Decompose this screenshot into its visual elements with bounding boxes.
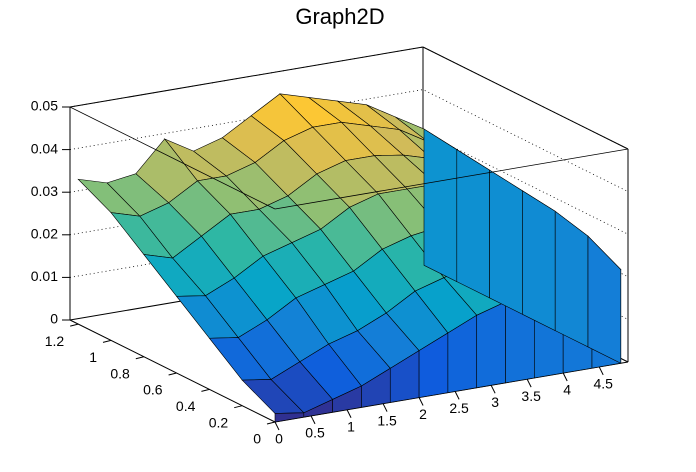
y-tick xyxy=(168,372,177,376)
x-tick-label: 4 xyxy=(563,382,571,398)
box-edge xyxy=(69,106,276,210)
z-tick-label: 0.05 xyxy=(31,98,58,114)
y-tick xyxy=(70,323,79,327)
y-tick-label: 0.8 xyxy=(110,365,130,381)
y-tick-label: 1.2 xyxy=(45,333,65,349)
z-tick-label: 0 xyxy=(50,311,58,327)
x-tick-label: 4.5 xyxy=(593,376,613,392)
x-tick xyxy=(490,385,496,394)
x-tick xyxy=(418,397,424,406)
side-wall xyxy=(554,210,589,348)
y-axis xyxy=(69,319,276,423)
y-tick-label: 0 xyxy=(253,431,261,447)
x-tick xyxy=(598,366,604,376)
side-wall xyxy=(476,301,506,389)
y-tick-label: 0.6 xyxy=(143,382,163,398)
side-wall xyxy=(489,169,523,315)
x-tick-label: 0 xyxy=(275,431,283,447)
x-tick-label: 0.5 xyxy=(305,425,325,441)
y-tick-label: 1 xyxy=(89,349,97,365)
y-tick xyxy=(135,356,144,360)
y-tick xyxy=(266,421,276,425)
side-wall xyxy=(423,128,458,283)
side-wall xyxy=(456,149,490,299)
chart-title: Graph2D xyxy=(295,4,384,29)
x-tick xyxy=(454,391,460,400)
x-tick-label: 2 xyxy=(419,406,427,422)
y-tick-label: 0.4 xyxy=(176,398,196,414)
y-tick xyxy=(234,405,243,409)
box-edge xyxy=(274,148,629,210)
x-tick-label: 1.5 xyxy=(377,412,397,428)
z-tick-label: 0.02 xyxy=(31,226,58,242)
z-tick-label: 0.03 xyxy=(31,183,58,199)
y-tick-label: 0.2 xyxy=(209,414,229,430)
x-tick xyxy=(274,421,280,431)
y-tick xyxy=(201,388,210,392)
x-tick-label: 3 xyxy=(491,394,499,410)
x-tick xyxy=(382,403,388,412)
box-edge xyxy=(69,46,424,108)
side-wall xyxy=(274,412,305,423)
x-tick xyxy=(310,415,316,425)
x-tick-label: 2.5 xyxy=(449,400,469,416)
x-tick-label: 1 xyxy=(347,418,355,434)
side-wall xyxy=(587,235,622,364)
x-tick xyxy=(526,378,532,388)
x-tick xyxy=(562,372,568,382)
side-wall xyxy=(522,190,556,332)
z-tick-label: 0.04 xyxy=(31,140,58,156)
x-tick xyxy=(346,409,352,418)
z-tick-label: 0.01 xyxy=(31,268,58,284)
y-tick xyxy=(102,339,112,343)
x-tick-label: 3.5 xyxy=(521,388,541,404)
